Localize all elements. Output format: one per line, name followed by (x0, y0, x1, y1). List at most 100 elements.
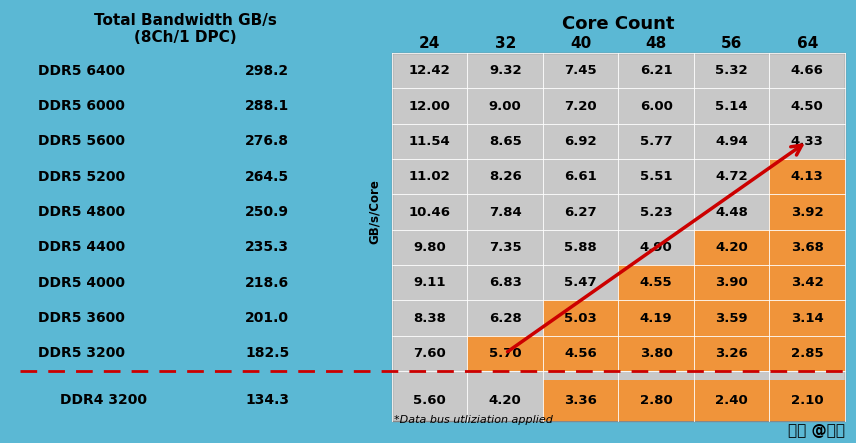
Text: 3.68: 3.68 (791, 241, 823, 254)
Bar (543, 380, 619, 421)
Text: DDR5 4800: DDR5 4800 (38, 205, 125, 219)
Text: 5.60: 5.60 (413, 394, 446, 407)
Text: 12.00: 12.00 (409, 100, 451, 113)
Text: Core Count: Core Count (562, 15, 675, 33)
Bar (619, 300, 694, 336)
Text: 5.47: 5.47 (564, 276, 597, 289)
Text: DDR5 3200: DDR5 3200 (38, 346, 125, 360)
Text: 7.60: 7.60 (413, 347, 446, 360)
Text: 5.32: 5.32 (716, 64, 748, 77)
Bar (694, 380, 770, 421)
Text: 134.3: 134.3 (245, 393, 289, 408)
Text: 201.0: 201.0 (245, 311, 289, 325)
Text: 7.45: 7.45 (564, 64, 597, 77)
Text: 235.3: 235.3 (245, 241, 289, 254)
Text: 4.19: 4.19 (640, 311, 673, 325)
Text: 4.20: 4.20 (716, 241, 748, 254)
Text: DDR5 6400: DDR5 6400 (38, 64, 125, 78)
Text: 6.92: 6.92 (564, 135, 597, 148)
Text: 6.61: 6.61 (564, 170, 597, 183)
Bar (770, 265, 845, 300)
Text: 4.50: 4.50 (791, 100, 823, 113)
Text: 9.00: 9.00 (489, 100, 521, 113)
Text: 2.10: 2.10 (791, 394, 823, 407)
Text: 3.80: 3.80 (639, 347, 673, 360)
Text: DDR5 5200: DDR5 5200 (38, 170, 125, 184)
Text: DDR5 4000: DDR5 4000 (38, 276, 125, 290)
Text: 9.32: 9.32 (489, 64, 521, 77)
Text: 6.83: 6.83 (489, 276, 521, 289)
Text: 5.51: 5.51 (640, 170, 673, 183)
Text: GB/s/Core: GB/s/Core (367, 179, 381, 245)
Text: 4.13: 4.13 (791, 170, 823, 183)
Text: 10.46: 10.46 (409, 206, 451, 218)
Text: 64: 64 (797, 36, 818, 51)
Text: 4.72: 4.72 (716, 170, 748, 183)
Text: 4.66: 4.66 (791, 64, 823, 77)
Text: 182.5: 182.5 (245, 346, 289, 360)
Bar (467, 336, 543, 371)
Bar (619, 265, 694, 300)
Text: 7.84: 7.84 (489, 206, 521, 218)
Text: 40: 40 (570, 36, 591, 51)
Text: DDR5 5600: DDR5 5600 (38, 134, 125, 148)
Text: 6.00: 6.00 (639, 100, 673, 113)
Text: 3.42: 3.42 (791, 276, 823, 289)
Bar (619, 380, 694, 421)
Text: 5.03: 5.03 (564, 311, 597, 325)
Text: 3.36: 3.36 (564, 394, 597, 407)
Text: 5.23: 5.23 (640, 206, 673, 218)
Text: 32: 32 (495, 36, 516, 51)
Text: 9.80: 9.80 (413, 241, 446, 254)
Text: 5.77: 5.77 (640, 135, 673, 148)
Text: 3.92: 3.92 (791, 206, 823, 218)
Text: 11.54: 11.54 (409, 135, 450, 148)
Text: 4.94: 4.94 (716, 135, 748, 148)
Text: 4.56: 4.56 (564, 347, 597, 360)
Bar (694, 229, 770, 265)
Text: 3.14: 3.14 (791, 311, 823, 325)
Text: DDR5 3600: DDR5 3600 (38, 311, 125, 325)
Text: 250.9: 250.9 (245, 205, 289, 219)
Text: 7.35: 7.35 (489, 241, 521, 254)
Text: 24: 24 (419, 36, 441, 51)
Bar (543, 300, 619, 336)
Text: 298.2: 298.2 (245, 64, 289, 78)
Text: 3.90: 3.90 (716, 276, 748, 289)
Text: 5.14: 5.14 (716, 100, 748, 113)
Text: 4.33: 4.33 (791, 135, 823, 148)
Bar (770, 194, 845, 229)
Bar (619, 336, 694, 371)
Text: 2.85: 2.85 (791, 347, 823, 360)
Text: 3.59: 3.59 (716, 311, 748, 325)
Text: 4.90: 4.90 (640, 241, 673, 254)
Text: 48: 48 (645, 36, 667, 51)
Bar (694, 265, 770, 300)
Text: 3.26: 3.26 (716, 347, 748, 360)
Text: 4.48: 4.48 (716, 206, 748, 218)
Text: 11.02: 11.02 (409, 170, 450, 183)
Bar (694, 336, 770, 371)
Text: 56: 56 (721, 36, 742, 51)
Text: 5.88: 5.88 (564, 241, 597, 254)
Text: 288.1: 288.1 (245, 99, 289, 113)
Text: 8.26: 8.26 (489, 170, 521, 183)
Text: DDR4 3200: DDR4 3200 (60, 393, 147, 408)
Text: 264.5: 264.5 (245, 170, 289, 184)
Text: 9.11: 9.11 (413, 276, 446, 289)
Text: 6.21: 6.21 (640, 64, 673, 77)
Bar (543, 336, 619, 371)
Text: Total Bandwidth GB/s
(8Ch/1 DPC): Total Bandwidth GB/s (8Ch/1 DPC) (93, 13, 276, 45)
Text: 8.65: 8.65 (489, 135, 521, 148)
Text: 4.20: 4.20 (489, 394, 521, 407)
Bar (694, 300, 770, 336)
Text: 276.8: 276.8 (245, 134, 289, 148)
Text: 知乎 @老狼: 知乎 @老狼 (788, 423, 845, 438)
Text: 218.6: 218.6 (245, 276, 289, 290)
Bar (770, 336, 845, 371)
Text: DDR5 4400: DDR5 4400 (38, 241, 125, 254)
Bar (770, 159, 845, 194)
Text: DDR5 6000: DDR5 6000 (38, 99, 125, 113)
Text: 2.40: 2.40 (716, 394, 748, 407)
Bar (770, 380, 845, 421)
